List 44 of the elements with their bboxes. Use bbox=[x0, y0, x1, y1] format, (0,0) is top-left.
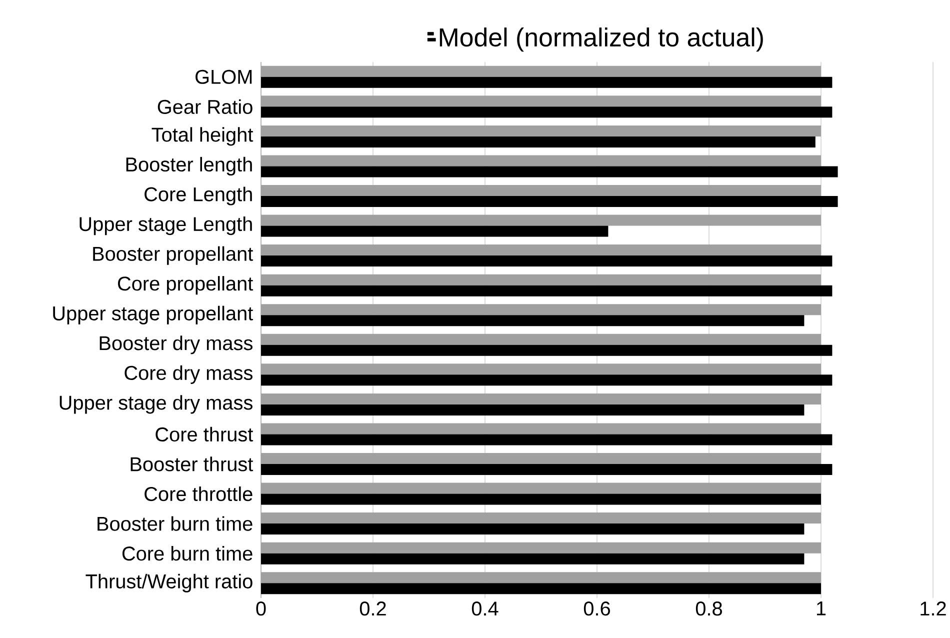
bar bbox=[261, 583, 822, 594]
bar bbox=[261, 136, 816, 148]
bar bbox=[261, 344, 832, 356]
y-tick-label: Core throttle bbox=[144, 486, 252, 502]
x-tick-label: 0 bbox=[256, 602, 266, 616]
y-tick-label: Core dry mass bbox=[124, 365, 252, 384]
bar bbox=[261, 464, 832, 475]
bar bbox=[261, 524, 804, 535]
y-tick-label: Core thrust bbox=[156, 426, 254, 442]
bar bbox=[261, 434, 832, 446]
x-tick-label: 0.4 bbox=[472, 602, 498, 616]
bar bbox=[261, 106, 832, 118]
bar bbox=[261, 553, 804, 564]
bar bbox=[261, 76, 832, 88]
bar bbox=[261, 285, 832, 296]
y-tick-label: Booster length bbox=[126, 156, 252, 176]
bar bbox=[261, 404, 804, 416]
y-tick-label: Core propellant bbox=[118, 276, 254, 295]
y-tick-label: Upper stage Length bbox=[80, 216, 252, 236]
bar bbox=[261, 256, 832, 267]
y-tick-label: Upper stage propellant bbox=[53, 306, 254, 324]
bar bbox=[261, 226, 608, 237]
y-tick-label: Booster thrust bbox=[130, 456, 254, 472]
y-tick-label: Thrust/Weight ratio bbox=[86, 574, 252, 592]
bar bbox=[261, 374, 832, 386]
y-tick-label: Booster dry mass bbox=[100, 336, 252, 354]
y-tick-label: GLOM bbox=[196, 70, 252, 84]
bar bbox=[261, 166, 838, 178]
y-tick-label: Core burn time bbox=[122, 546, 252, 561]
y-tick-label: Upper stage dry mass bbox=[60, 395, 252, 414]
x-tick-label: 0.8 bbox=[696, 602, 722, 616]
bar bbox=[261, 315, 804, 326]
x-tick-label: 1.2 bbox=[920, 602, 946, 616]
x-tick-label: 0.2 bbox=[360, 602, 386, 616]
y-tick-label: Gear Ratio bbox=[158, 99, 252, 114]
x-tick-label: 0.6 bbox=[584, 602, 610, 616]
y-tick-label: Booster propellant bbox=[93, 246, 254, 265]
y-tick-label: Booster burn time bbox=[98, 516, 252, 531]
x-tick-label: 1 bbox=[816, 602, 826, 616]
y-tick-label: Core Length bbox=[144, 186, 252, 206]
y-tick-label: Total height bbox=[152, 127, 254, 146]
bar bbox=[261, 196, 838, 207]
bar bbox=[261, 494, 822, 505]
legend-label: Model (normalized to actual) bbox=[440, 28, 763, 52]
